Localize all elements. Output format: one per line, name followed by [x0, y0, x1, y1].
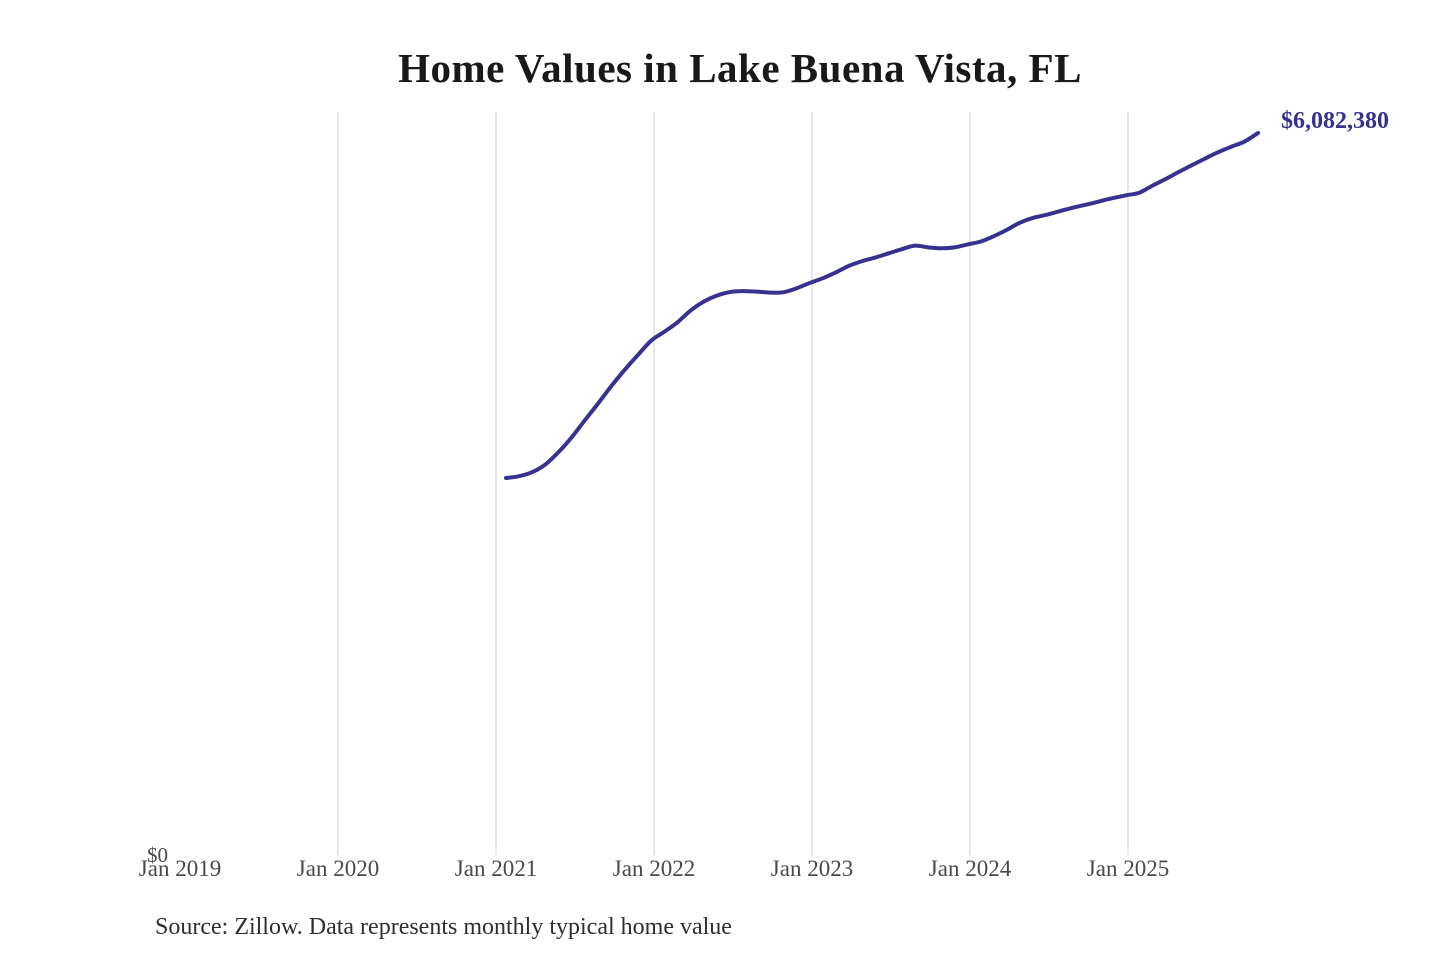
x-axis-label: Jan 2021	[454, 856, 538, 881]
x-axis-label: Jan 2022	[612, 856, 696, 881]
x-axis-label: Jan 2025	[1086, 856, 1170, 881]
home-value-line	[504, 131, 1260, 480]
y-axis-zero-label: $0	[147, 843, 168, 867]
x-axis-label: Jan 2024	[928, 856, 1012, 881]
source-note: Source: Zillow. Data represents monthly …	[155, 914, 732, 940]
x-axis-label: Jan 2023	[770, 856, 854, 881]
final-value-label: $6,082,380	[1281, 108, 1389, 134]
x-axis-label: Jan 2019	[138, 856, 222, 881]
chart-title: Home Values in Lake Buena Vista, FL	[398, 45, 1082, 91]
x-axis-label: Jan 2020	[296, 856, 380, 881]
